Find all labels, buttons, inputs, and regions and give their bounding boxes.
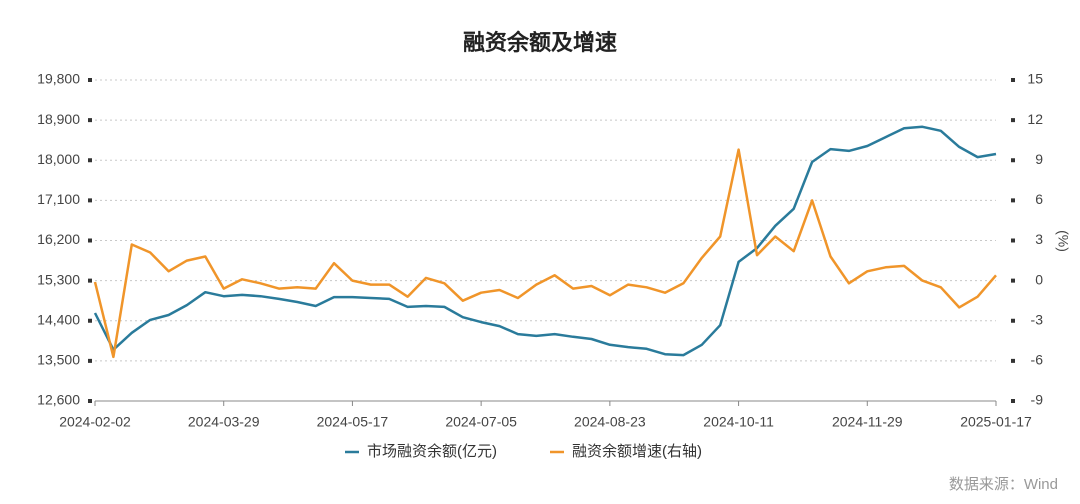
x-tick-label: 2025-01-17 — [960, 414, 1032, 430]
y-tick-label: 13,500 — [37, 352, 80, 368]
y-tick-label: 16,200 — [37, 231, 80, 247]
y2-tick-label: -3 — [1031, 311, 1044, 327]
y-tick-label: 12,600 — [37, 392, 80, 408]
x-tick-label: 2024-10-11 — [703, 414, 774, 430]
y-tick-mark — [88, 198, 92, 203]
y2-tick-label: 3 — [1035, 231, 1043, 247]
y2-tick-mark — [1011, 358, 1015, 363]
y-tick-label: 18,900 — [37, 111, 80, 127]
y-tick-mark — [88, 158, 92, 163]
y2-tick-label: 15 — [1027, 71, 1043, 87]
y2-tick-mark — [1011, 318, 1015, 323]
y2-tick-label: -6 — [1031, 352, 1044, 368]
y2-tick-label: 12 — [1027, 111, 1043, 127]
y-tick-label: 14,400 — [37, 311, 80, 327]
x-tick-label: 2024-08-23 — [574, 414, 646, 430]
legend-label: 融资余额增速(右轴) — [572, 442, 702, 460]
x-tick-label: 2024-02-02 — [59, 414, 131, 430]
chart-title: 融资余额及增速 — [463, 30, 617, 55]
y-tick-mark — [88, 318, 92, 323]
legend-label: 市场融资余额(亿元) — [367, 442, 497, 460]
y-tick-label: 17,100 — [37, 191, 80, 207]
y-tick-label: 15,300 — [37, 271, 80, 287]
y2-tick-mark — [1011, 198, 1015, 203]
source-note: 数据来源：Wind — [949, 476, 1058, 493]
y2-tick-mark — [1011, 399, 1015, 403]
y-tick-mark — [88, 399, 92, 403]
y2-tick-label: 9 — [1035, 151, 1043, 167]
x-tick-label: 2024-11-29 — [832, 414, 903, 430]
y-tick-mark — [88, 78, 92, 82]
x-tick-label: 2024-07-05 — [445, 414, 517, 430]
y-tick-label: 18,000 — [37, 151, 80, 167]
y2-tick-label: 0 — [1035, 271, 1043, 287]
y2-tick-mark — [1011, 158, 1015, 163]
y2-tick-mark — [1011, 118, 1015, 123]
y2-tick-mark — [1011, 278, 1015, 283]
y2-tick-label: -9 — [1031, 392, 1044, 408]
y-tick-mark — [88, 118, 92, 123]
y-tick-mark — [88, 358, 92, 363]
series-line — [93, 125, 997, 357]
y2-tick-mark — [1011, 238, 1015, 243]
y2-tick-mark — [1011, 78, 1015, 82]
y-tick-mark — [88, 238, 92, 243]
y-tick-label: 19,800 — [37, 71, 80, 87]
y-tick-mark — [88, 278, 92, 283]
series-line — [93, 148, 997, 359]
x-tick-label: 2024-03-29 — [188, 414, 260, 430]
x-tick-label: 2024-05-17 — [317, 414, 389, 430]
y2-tick-label: 6 — [1035, 191, 1043, 207]
y2-axis-label: (%) — [1055, 230, 1071, 252]
